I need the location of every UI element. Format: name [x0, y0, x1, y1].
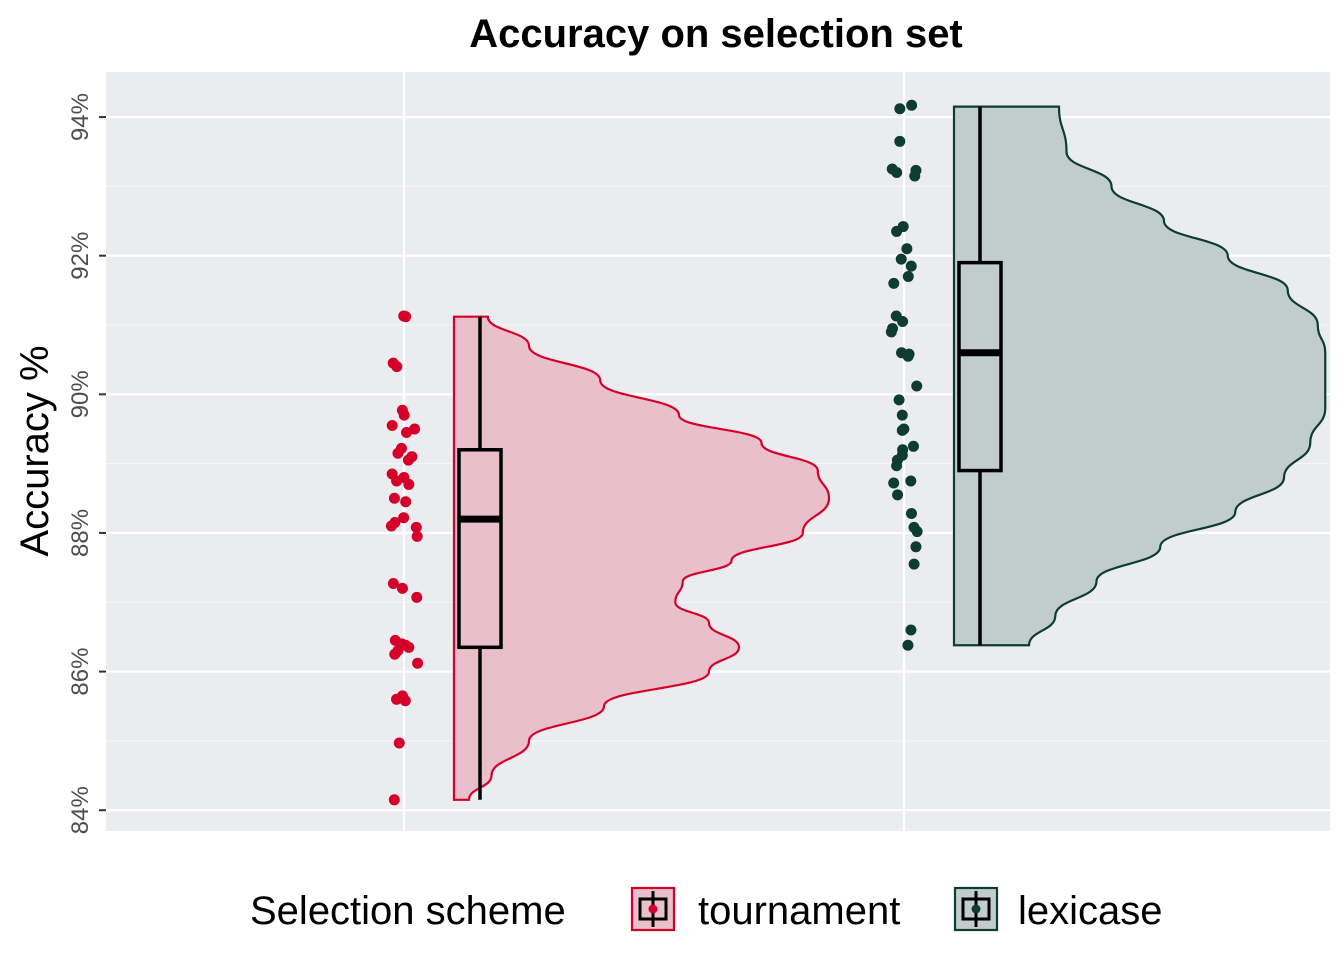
legend-label-tournament: tournament [698, 889, 900, 933]
legend-key-lexicase [953, 886, 999, 932]
data-point [902, 639, 914, 651]
data-point [894, 135, 906, 147]
violin-tournament [452, 315, 831, 801]
data-point [387, 578, 399, 590]
data-point [905, 260, 917, 272]
series-group [385, 99, 1327, 806]
data-point [391, 693, 403, 705]
y-tick-label: 88% [67, 509, 94, 557]
data-point [393, 737, 405, 749]
data-point [895, 253, 907, 265]
legend-box [638, 897, 668, 921]
data-point [891, 460, 903, 472]
data-point [897, 316, 909, 328]
data-point [888, 477, 900, 489]
data-point [896, 409, 908, 421]
data-point [386, 420, 398, 432]
box-tournament [457, 448, 503, 650]
data-point [400, 311, 412, 323]
violin-lexicase [952, 105, 1327, 647]
data-point [410, 521, 422, 533]
data-point [402, 454, 414, 466]
legend-point [648, 904, 658, 914]
data-point [902, 270, 914, 282]
data-point [908, 558, 920, 570]
data-point [906, 99, 918, 111]
legend-key-tournament [630, 886, 676, 932]
data-point [389, 648, 401, 660]
y-tick-label: 92% [67, 232, 94, 280]
y-tick-label: 94% [67, 93, 94, 141]
data-point [892, 489, 904, 501]
data-point [907, 440, 919, 452]
data-point [403, 641, 415, 653]
data-point [911, 526, 923, 538]
data-point [399, 695, 411, 707]
y-axis-ticks: 84% 86% 88% 90% 92% 94% [67, 93, 106, 834]
data-point [392, 447, 404, 459]
data-point [411, 530, 423, 542]
data-point [885, 326, 897, 338]
legend-box [961, 897, 991, 921]
chart-title: Accuracy on selection set [469, 12, 963, 56]
legend-label-lexicase: lexicase [1018, 889, 1163, 933]
data-point [398, 409, 410, 421]
data-point [905, 624, 917, 636]
data-point [905, 508, 917, 520]
series-tournament [385, 310, 831, 806]
data-point [891, 225, 903, 237]
data-point [896, 424, 908, 436]
data-point [902, 350, 914, 362]
data-point [901, 243, 913, 255]
legend: Selection scheme tournament lexicase [250, 886, 1163, 933]
data-point [401, 426, 413, 438]
y-axis-label: Accuracy % [13, 345, 57, 556]
legend-point [971, 904, 981, 914]
data-point [905, 475, 917, 487]
data-point [403, 478, 415, 490]
box-lexicase [957, 260, 1003, 473]
data-point [893, 394, 905, 406]
data-point [894, 103, 906, 115]
data-point [396, 582, 408, 594]
data-point [411, 591, 423, 603]
data-point [412, 657, 424, 669]
data-point [891, 167, 903, 179]
data-point [909, 170, 921, 182]
data-point [391, 361, 403, 373]
data-point [385, 520, 397, 532]
y-tick-label: 86% [67, 648, 94, 696]
series-lexicase [885, 99, 1327, 651]
y-tick-label: 90% [67, 370, 94, 418]
data-point [400, 496, 412, 508]
data-point [388, 492, 400, 504]
data-point [388, 794, 400, 806]
y-tick-label: 84% [67, 786, 94, 834]
data-point [910, 541, 922, 553]
data-point [391, 475, 403, 487]
legend-title: Selection scheme [250, 889, 566, 933]
data-point [398, 512, 410, 524]
data-point [911, 380, 923, 392]
data-point [888, 277, 900, 289]
